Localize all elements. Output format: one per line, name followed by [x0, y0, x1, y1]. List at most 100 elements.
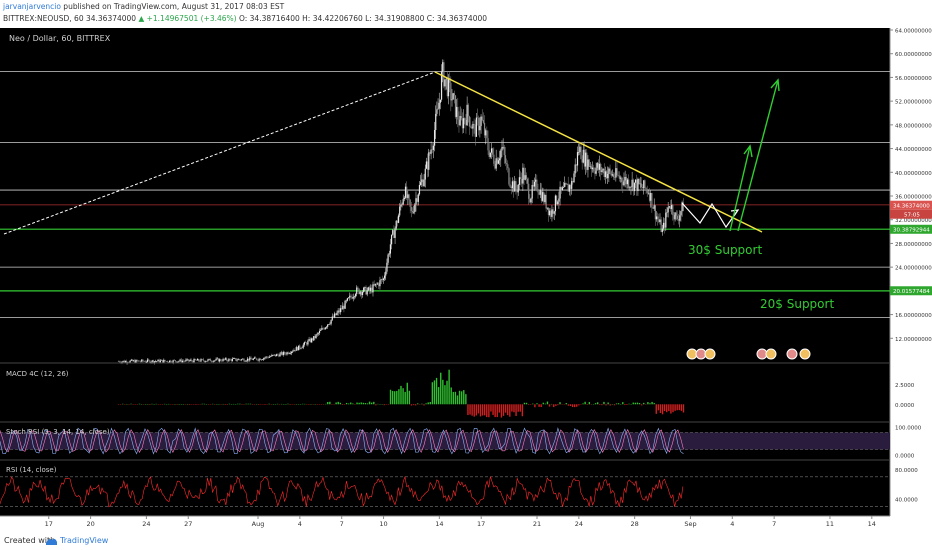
macd-histogram-bar	[228, 403, 231, 405]
candle-body	[122, 360, 124, 362]
macd-histogram-bar	[628, 403, 630, 405]
candle-body	[447, 78, 450, 97]
macd-histogram-bar	[515, 404, 517, 416]
author-link[interactable]: jarvanjarvencio	[3, 2, 61, 11]
candle-body	[130, 359, 132, 361]
candle-body	[263, 358, 265, 360]
candle-body	[444, 79, 446, 87]
candle-body	[428, 152, 430, 170]
tradingview-brand[interactable]: TradingView	[60, 536, 109, 545]
candle-body	[486, 130, 488, 139]
candle-body	[366, 290, 368, 295]
trading-chart[interactable]: Neo / Dollar, 60, BITTREX 30$ Support 20…	[0, 28, 932, 538]
candle-body	[385, 271, 387, 276]
candle-body	[353, 296, 355, 298]
candle-body	[499, 158, 501, 161]
candle-body	[614, 177, 616, 178]
candle-body	[424, 168, 426, 180]
candle-body	[360, 291, 362, 295]
candle-body	[268, 356, 271, 358]
candle-body	[637, 178, 639, 192]
macd-histogram-bar	[431, 382, 434, 405]
candle-body	[228, 358, 230, 362]
candle-body	[485, 130, 487, 136]
candle-body	[508, 168, 510, 185]
candle-body	[329, 323, 331, 325]
macd-histogram-bar	[452, 391, 454, 405]
macd-histogram-bar	[364, 403, 367, 405]
candle-body	[347, 297, 350, 299]
candle-body	[559, 186, 561, 199]
candle-body	[194, 358, 196, 361]
candle-body	[440, 71, 443, 100]
candle-body	[430, 149, 432, 154]
candle-body	[327, 324, 329, 327]
candle-body	[659, 219, 661, 223]
candle-body	[518, 177, 521, 185]
candle-body	[471, 126, 473, 129]
candle-body	[573, 173, 575, 183]
candle-body	[493, 154, 495, 164]
candle-body	[155, 361, 157, 362]
candle-body	[379, 280, 381, 287]
candle-body	[464, 118, 466, 120]
candle-body	[245, 360, 247, 362]
candle-body	[223, 358, 225, 360]
macd-histogram-bar	[448, 369, 450, 405]
candle-body	[178, 361, 180, 362]
event-icon[interactable]	[765, 348, 777, 360]
macd-histogram-bar	[264, 404, 266, 405]
candle-body	[403, 197, 405, 200]
price-tick-label: 24.00000000	[895, 266, 932, 272]
macd-histogram-bar	[546, 401, 549, 405]
candle-body	[320, 329, 322, 331]
candle-body	[187, 359, 189, 362]
support-price-tag	[890, 286, 932, 296]
candle-body	[177, 361, 179, 363]
event-icon[interactable]	[786, 348, 798, 360]
candle-body	[652, 207, 654, 209]
candle-body	[575, 164, 577, 166]
candle-body	[621, 177, 623, 183]
candle-body	[509, 184, 511, 188]
candle-body	[409, 199, 411, 208]
candle-body	[264, 357, 266, 359]
time-tick-label: Sep	[684, 520, 696, 528]
candle-body	[374, 283, 376, 286]
horizontal-levels	[0, 71, 890, 318]
candle-body	[678, 219, 680, 221]
candle-body	[607, 174, 609, 179]
candle-body	[461, 118, 464, 129]
event-icons[interactable]	[686, 348, 811, 360]
candle-body	[592, 167, 594, 170]
macd-histogram-bar	[504, 404, 507, 413]
event-icon[interactable]	[704, 348, 716, 360]
candle-body	[341, 308, 343, 310]
time-tick-label: 20	[86, 520, 94, 528]
event-icon[interactable]	[799, 348, 811, 360]
candle-body	[418, 184, 421, 195]
macd-histogram-bar	[226, 404, 229, 405]
candle-body	[321, 328, 323, 330]
candle-body	[205, 361, 207, 362]
macd-histogram-bar	[651, 401, 653, 405]
candle-body	[350, 295, 352, 298]
candle-body	[346, 298, 349, 301]
macd-histogram-bar	[483, 404, 486, 416]
rsi-tick-label: 80.0000	[895, 468, 918, 474]
candle-body	[519, 177, 522, 179]
candle-body	[600, 163, 602, 173]
candle-body	[578, 152, 580, 153]
macd-histogram-bar	[519, 404, 521, 412]
macd-histogram-bar	[245, 403, 247, 405]
candle-body	[514, 181, 516, 192]
price-tick-label: 16.00000000	[895, 313, 932, 319]
candle-body	[506, 163, 508, 165]
candle-body	[236, 360, 238, 361]
candle-body	[458, 119, 460, 126]
candle-body	[526, 178, 529, 184]
candle-body	[393, 230, 395, 238]
candle-body	[131, 359, 134, 362]
candle-body	[121, 361, 123, 363]
candle-body	[215, 358, 217, 361]
